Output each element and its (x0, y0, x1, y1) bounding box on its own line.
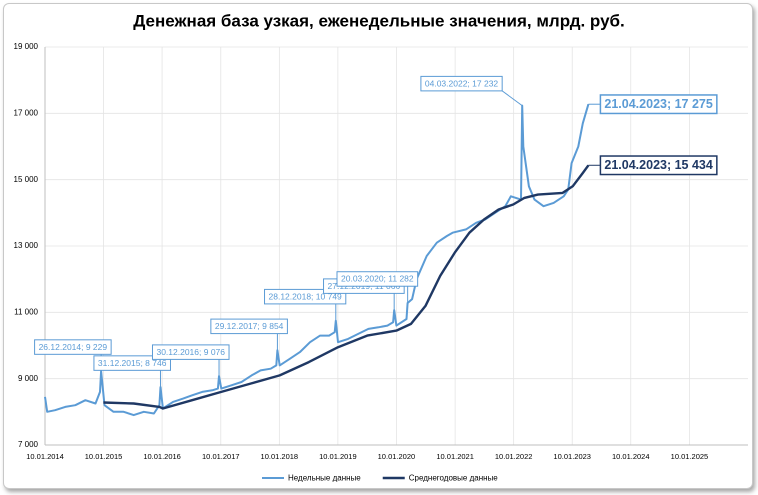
annotation-label: 20.03.2020; 11 282 (341, 274, 414, 284)
annotation: 04.03.2022; 17 232 (420, 75, 523, 107)
x-tick-label: 10.01.2025 (671, 452, 709, 461)
annotation-box (599, 155, 718, 176)
annotation-box (210, 318, 288, 335)
annotation: 21.04.2023; 15 434 (588, 155, 718, 176)
annotation-label: 21.04.2023; 17 275 (604, 97, 712, 111)
x-tick-label: 10.01.2024 (612, 452, 650, 461)
x-tick-label: 10.01.2014 (26, 452, 64, 461)
chart-title: Денежная база узкая, еженедельные значен… (133, 11, 625, 30)
y-tick-label: 15 000 (14, 175, 39, 184)
x-tick-label: 10.01.2018 (261, 452, 299, 461)
y-tick-label: 11 000 (14, 307, 38, 316)
x-tick-label: 10.01.2015 (85, 452, 123, 461)
x-tick-label: 10.01.2022 (495, 452, 533, 461)
annotation: 20.03.2020; 11 282 (336, 271, 419, 303)
annotation-leader (501, 90, 523, 107)
series-line (44, 103, 590, 417)
annotation-box (34, 339, 112, 355)
x-tick-label: 10.01.2020 (378, 452, 416, 461)
annotation: 26.12.2014; 9 229 (34, 339, 112, 372)
annotation-box (93, 355, 171, 371)
y-tick-label: 17 000 (14, 108, 39, 117)
x-tick-label: 10.01.2017 (202, 452, 240, 461)
annotation: 21.04.2023; 17 275 (588, 94, 718, 115)
annotation: 29.12.2017; 9 854 (210, 318, 288, 351)
x-tick-label: 10.01.2023 (553, 452, 591, 461)
annotation-box (336, 271, 419, 287)
x-tick-label: 10.01.2021 (436, 452, 474, 461)
legend-label: Недельные данные (288, 474, 361, 483)
annotation: 30.12.2016; 9 076 (151, 344, 230, 377)
y-tick-label: 13 000 (14, 241, 39, 250)
annotation-label: 30.12.2016; 9 076 (156, 347, 225, 357)
x-tick-label: 10.01.2019 (319, 452, 357, 461)
annotation-label: 26.12.2014; 9 229 (39, 342, 108, 352)
annotation-label: 21.04.2023; 15 434 (604, 158, 712, 172)
y-tick-label: 7 000 (18, 440, 39, 449)
annotation-label: 04.03.2022; 17 232 (425, 78, 499, 88)
series-line (103, 164, 590, 410)
annotation-box (420, 75, 503, 92)
annotation: 28.12.2018; 10 749 (264, 288, 347, 321)
annotation-label: 31.12.2015; 8 746 (98, 358, 167, 368)
legend-label: Среднегодовые данные (409, 474, 499, 483)
annotation-label: 28.12.2018; 10 749 (269, 291, 343, 301)
annotation: 31.12.2015; 8 746 (93, 355, 171, 388)
x-tick-label: 10.01.2016 (143, 452, 181, 461)
annotation-label: 29.12.2017; 9 854 (215, 321, 284, 331)
annotation-box (599, 94, 718, 115)
annotation-box (151, 344, 230, 360)
y-tick-label: 19 000 (14, 42, 39, 51)
y-tick-label: 9 000 (18, 374, 39, 383)
